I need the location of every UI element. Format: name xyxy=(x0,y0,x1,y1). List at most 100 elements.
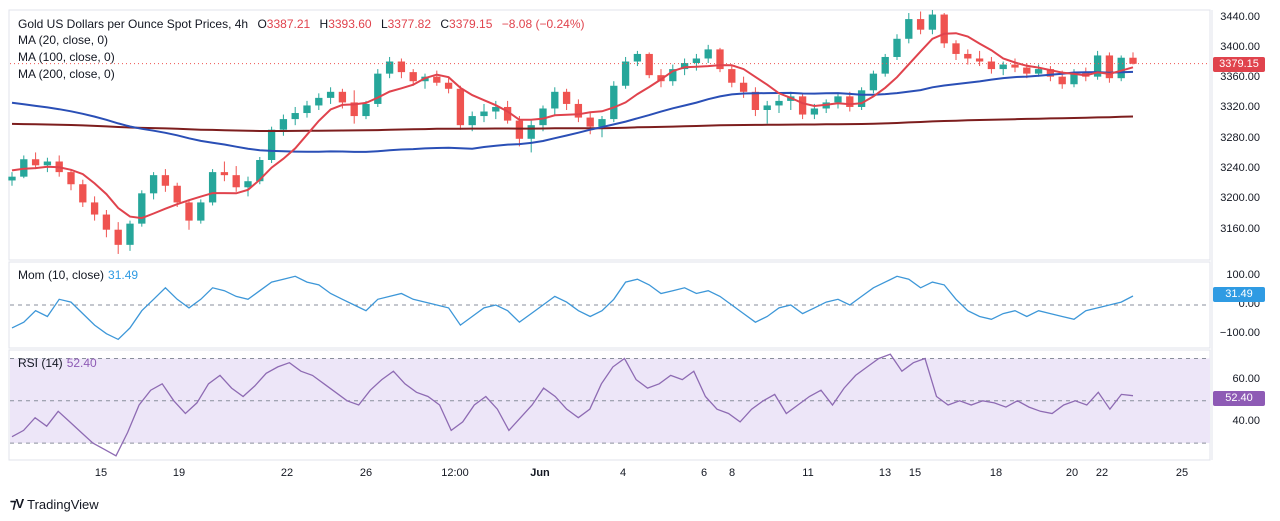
rsi-legend[interactable]: RSI (14) 52.40 xyxy=(18,356,97,370)
candle-body xyxy=(102,214,111,230)
candle-body xyxy=(1117,57,1125,79)
close-value: 3379.15 xyxy=(449,17,493,31)
candle-body xyxy=(763,105,771,110)
rsi-line xyxy=(11,353,1134,457)
candle-body xyxy=(975,58,984,62)
candle-body xyxy=(244,181,252,188)
candle-body xyxy=(940,14,948,44)
candle-body xyxy=(834,96,842,103)
ma200-line xyxy=(11,115,1134,132)
rsi-legend-value: 52.40 xyxy=(66,356,97,370)
candle-body xyxy=(586,117,594,127)
time-tick-label: 26 xyxy=(359,467,373,479)
price-tick-label: 3240.00 xyxy=(1220,162,1260,175)
candle-body xyxy=(621,61,630,86)
candle-body xyxy=(916,19,925,30)
candle-body xyxy=(798,96,807,115)
candle-body xyxy=(515,120,524,139)
candle-body xyxy=(905,19,913,39)
candle-body xyxy=(574,103,583,118)
rsi-value-tag: 52.40 xyxy=(1213,391,1265,406)
time-tick-label: 4 xyxy=(619,467,627,479)
open-value: 3387.21 xyxy=(266,17,311,31)
candle-body xyxy=(704,49,712,59)
high-label: H xyxy=(319,17,329,31)
candle-body xyxy=(751,91,760,110)
candle-body xyxy=(279,119,288,130)
candle-body xyxy=(857,90,866,107)
candle-body xyxy=(1093,55,1102,77)
rsi-tick-label: 40.00 xyxy=(1232,414,1260,427)
candle-body xyxy=(527,125,535,139)
candle-body xyxy=(562,91,571,104)
mom-value-tag: 31.49 xyxy=(1213,287,1265,302)
candle-body xyxy=(456,88,465,126)
candle-body xyxy=(197,202,205,221)
candle-body xyxy=(350,102,358,117)
candle-body xyxy=(964,53,972,59)
candle-body xyxy=(374,73,382,104)
candle-body xyxy=(1105,55,1114,79)
candle-body xyxy=(444,82,453,89)
candle-body xyxy=(503,106,512,121)
ma20-line xyxy=(11,32,1134,220)
time-tick-label: 6 xyxy=(700,467,708,479)
mom-tick-label: −100.00 xyxy=(1219,326,1260,339)
tradingview-mark-icon: ⁊V xyxy=(10,496,24,511)
time-tick-label: 19 xyxy=(172,467,186,479)
time-tick-label: 15 xyxy=(94,467,108,479)
time-tick-label: 25 xyxy=(1175,467,1189,479)
candle-body xyxy=(385,61,394,74)
candle-body xyxy=(138,193,146,224)
symbol-title: Gold US Dollars per Ounce Spot Prices, 4… xyxy=(18,17,249,31)
candle-body xyxy=(114,229,122,245)
branding-text: TradingView xyxy=(27,496,99,512)
time-tick-label: 22 xyxy=(280,467,294,479)
time-tick-label: 8 xyxy=(728,467,736,479)
candle-body xyxy=(433,76,441,83)
open-label: O xyxy=(257,17,267,31)
candle-body xyxy=(775,100,783,106)
last-price-tag: 3379.15 xyxy=(1213,57,1265,72)
ma200-legend[interactable]: MA (200, close, 0) xyxy=(18,67,115,81)
candle-body xyxy=(220,172,229,176)
mom-legend[interactable]: Mom (10, close) 31.49 xyxy=(18,268,138,282)
mom-label: Mom (10, close) xyxy=(18,268,105,282)
candle-body xyxy=(1129,57,1137,64)
mom-line xyxy=(11,275,1134,341)
candle-body xyxy=(409,72,417,82)
candle-body xyxy=(539,108,547,126)
price-tick-label: 3360.00 xyxy=(1220,71,1260,84)
tradingview-logo[interactable]: ⁊V TradingView xyxy=(10,496,99,512)
time-tick-label: 22 xyxy=(1095,467,1109,479)
candle-body xyxy=(208,172,217,203)
candle-body xyxy=(716,49,724,70)
candle-body xyxy=(928,14,937,30)
candle-body xyxy=(397,61,406,73)
candle-body xyxy=(173,185,181,203)
price-tick-label: 3320.00 xyxy=(1220,101,1260,114)
time-tick-label: 20 xyxy=(1065,467,1079,479)
ma20-legend[interactable]: MA (20, close, 0) xyxy=(18,33,109,47)
candle-body xyxy=(633,53,642,62)
candle-body xyxy=(43,161,52,166)
candle-body xyxy=(492,106,500,112)
time-tick-label: 15 xyxy=(908,467,922,479)
price-tick-label: 3440.00 xyxy=(1220,10,1260,23)
candle-body xyxy=(1034,69,1043,74)
candle-body xyxy=(326,91,335,98)
time-tick-label: 13 xyxy=(878,467,892,479)
candle-body xyxy=(291,113,299,120)
candle-body xyxy=(256,160,264,182)
candle-body xyxy=(1023,67,1031,74)
ma100-legend[interactable]: MA (100, close, 0) xyxy=(18,50,115,64)
candle-body xyxy=(480,111,488,117)
candle-body xyxy=(161,175,170,186)
candle-body xyxy=(692,58,701,64)
time-tick-label: 11 xyxy=(802,467,814,479)
price-tick-label: 3200.00 xyxy=(1220,192,1260,205)
candle-body xyxy=(669,69,677,82)
price-tick-label: 3280.00 xyxy=(1220,131,1260,144)
mom-legend-value: 31.49 xyxy=(108,268,139,282)
